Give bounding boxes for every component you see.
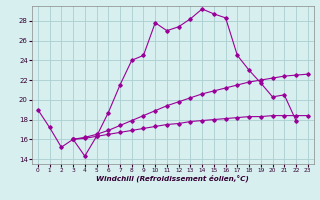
X-axis label: Windchill (Refroidissement éolien,°C): Windchill (Refroidissement éolien,°C) bbox=[96, 175, 249, 182]
